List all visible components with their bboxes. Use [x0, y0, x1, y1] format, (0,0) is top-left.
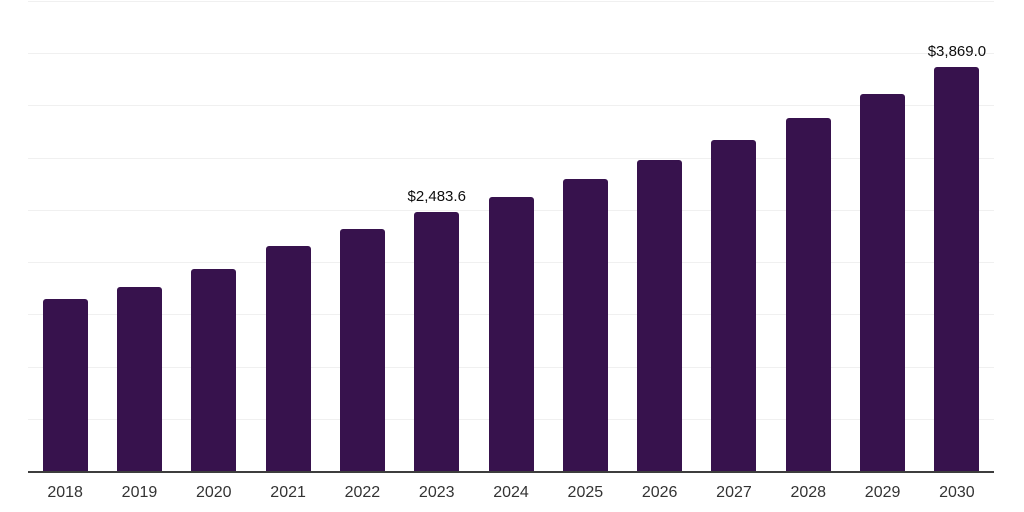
bar-value-label-2030: $3,869.0 [927, 42, 987, 60]
bar-column-2028 [771, 1, 845, 471]
bar-column-2029 [845, 1, 919, 471]
bar-column-2026 [623, 1, 697, 471]
bar-2019 [116, 287, 162, 471]
bar-column-2023: $2,483.6 [400, 1, 474, 471]
bar-column-2019 [102, 1, 176, 471]
bar-2020 [191, 268, 237, 471]
bar-column-2027 [697, 1, 771, 471]
x-tick-2020: 2020 [195, 484, 232, 501]
plot-area: $2,483.6 $3,869.0 [28, 1, 994, 473]
bar-column-2018 [28, 1, 102, 471]
bar-2023 [414, 211, 460, 471]
bar-2030 [934, 66, 980, 471]
x-tick-2027: 2027 [716, 484, 752, 501]
bar-2029 [860, 93, 906, 471]
bar-2026 [637, 160, 683, 471]
x-axis: 2018 2019 2020 2021 2022 2023 2024 2025 2026 2027… [28, 483, 994, 502]
x-tick-2025: 2025 [567, 484, 604, 501]
x-tick-2030: 2030 [939, 484, 975, 501]
bar-2025 [562, 179, 608, 471]
bar-column-2030: $3,869.0 [920, 1, 994, 471]
x-tick-2018: 2018 [47, 484, 83, 501]
x-tick-2024: 2024 [493, 484, 529, 501]
bar-2022 [339, 229, 385, 471]
x-tick-2022: 2022 [344, 484, 381, 501]
bar-2018 [42, 298, 88, 471]
bar-2027 [711, 140, 757, 471]
bar-column-2020 [177, 1, 251, 471]
bar-column-2024 [474, 1, 548, 471]
bar-value-label-2023: $2,483.6 [407, 187, 466, 205]
bar-2021 [265, 246, 311, 471]
bar-2024 [488, 197, 534, 471]
x-tick-2023: 2023 [418, 484, 455, 501]
x-tick-2021: 2021 [270, 484, 306, 501]
bar-column-2021 [251, 1, 325, 471]
bar-column-2025 [548, 1, 622, 471]
x-tick-2026: 2026 [641, 484, 678, 501]
bar-2028 [785, 118, 831, 471]
x-tick-2019: 2019 [121, 484, 158, 501]
bar-column-2022 [325, 1, 399, 471]
x-tick-2029: 2029 [864, 484, 901, 501]
x-tick-2028: 2028 [790, 484, 827, 501]
